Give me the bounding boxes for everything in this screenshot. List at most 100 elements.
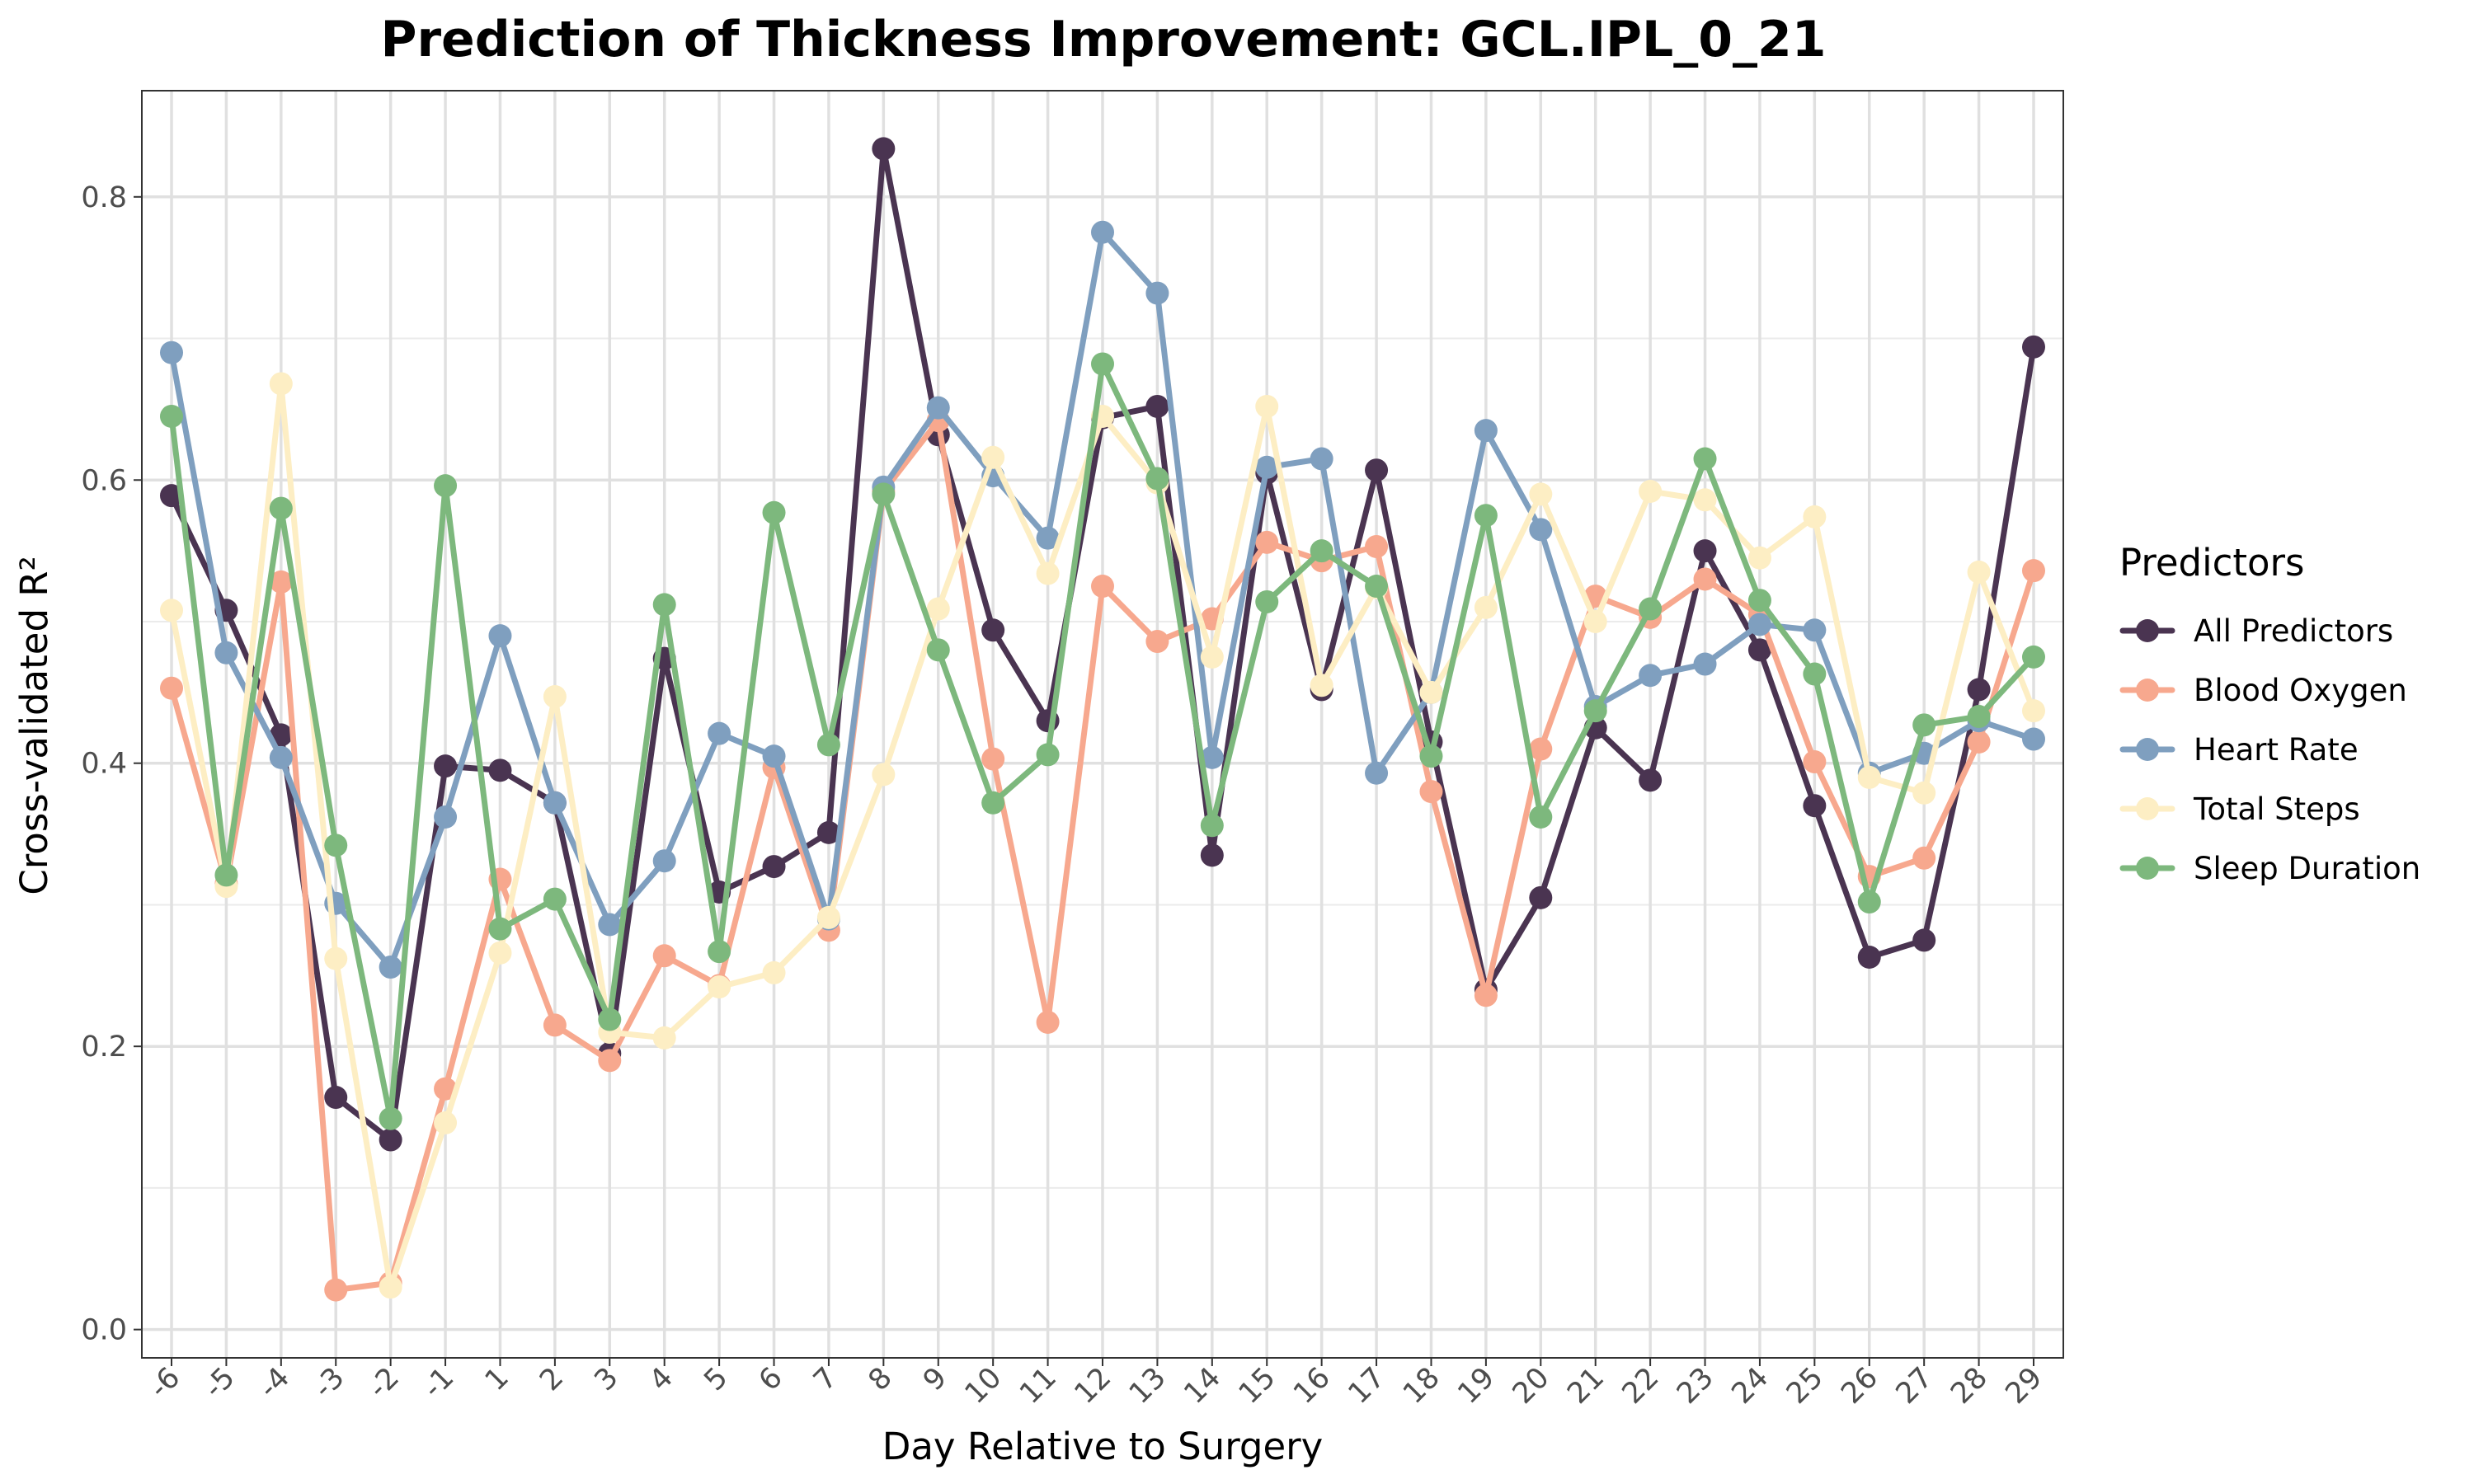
legend: Predictors All Predictors Blood Oxygen Hea… (2119, 541, 2420, 886)
y-tick-label: 0.2 (81, 1031, 127, 1064)
data-point (1145, 394, 1169, 418)
x-tick-label: 24 (1726, 1361, 1776, 1411)
data-point (1200, 745, 1224, 769)
data-point (1967, 705, 1991, 729)
data-point (1529, 805, 1553, 829)
series-sleep-duration (160, 352, 2045, 1130)
data-point (1529, 885, 1553, 909)
data-point (488, 941, 512, 965)
data-point (816, 820, 840, 844)
data-point (708, 940, 731, 964)
data-point (2022, 645, 2045, 669)
data-point (1145, 281, 1169, 305)
x-tick-label: 15 (1233, 1361, 1282, 1411)
data-point (1365, 534, 1389, 558)
data-point (488, 758, 512, 782)
data-point (1200, 843, 1224, 867)
data-point (598, 1049, 622, 1073)
data-point (762, 855, 786, 879)
data-point (1967, 730, 1991, 754)
data-point (434, 1077, 458, 1101)
data-point (1639, 768, 1663, 792)
data-point (1857, 945, 1881, 969)
data-point (1639, 597, 1663, 621)
series-layer (160, 137, 2045, 1302)
y-tick-label: 0.0 (81, 1314, 127, 1347)
data-point (1474, 595, 1498, 619)
data-point (652, 593, 676, 617)
data-point (1803, 505, 1827, 528)
data-point (324, 834, 348, 857)
data-point (269, 570, 293, 594)
data-point (652, 944, 676, 968)
x-tick-label: 16 (1287, 1361, 1337, 1411)
data-point (214, 863, 238, 887)
data-point (872, 137, 896, 161)
x-tick-label: 14 (1178, 1361, 1227, 1411)
data-point (1310, 539, 1333, 563)
x-tick-label: -1 (416, 1361, 460, 1405)
legend-label: Blood Oxygen (2194, 673, 2407, 708)
x-tick-label: -6 (143, 1361, 186, 1405)
legend-item-sleep-duration: Sleep Duration (2119, 851, 2420, 886)
data-point (1036, 526, 1060, 550)
data-point (872, 763, 896, 787)
legend-swatch-point (2136, 619, 2159, 642)
data-point (1365, 458, 1389, 482)
data-point (1474, 419, 1498, 443)
data-point (1255, 530, 1279, 554)
data-point (1145, 467, 1169, 491)
data-point (708, 721, 731, 745)
data-point (762, 500, 786, 524)
data-point (543, 685, 567, 709)
data-point (1200, 814, 1224, 838)
data-point (379, 1106, 402, 1130)
legend-label: Heart Rate (2194, 732, 2359, 768)
data-point (598, 1007, 622, 1031)
data-point (1747, 546, 1771, 570)
x-tick-label: 18 (1397, 1361, 1446, 1411)
data-point (1529, 482, 1553, 506)
x-tick-label: 17 (1343, 1361, 1392, 1411)
data-point (762, 960, 786, 984)
data-point (1693, 539, 1717, 563)
data-point (652, 1026, 676, 1050)
legend-item-blood-oxygen: Blood Oxygen (2119, 673, 2407, 708)
data-point (269, 496, 293, 520)
data-point (1693, 652, 1717, 676)
data-point (1967, 678, 1991, 702)
data-point (981, 445, 1005, 469)
data-point (1145, 630, 1169, 654)
data-point (1693, 447, 1717, 471)
x-tick-label: 21 (1561, 1361, 1611, 1411)
data-point (269, 372, 293, 396)
y-tick-label: 0.6 (81, 464, 127, 497)
data-point (926, 638, 950, 662)
data-point (816, 733, 840, 757)
data-point (1912, 928, 1936, 952)
data-point (1583, 609, 1607, 633)
x-tick-label: 23 (1671, 1361, 1720, 1411)
legend-swatch-point (2136, 857, 2159, 880)
data-point (1310, 674, 1333, 697)
data-point (981, 791, 1005, 815)
legend-swatch-point (2136, 679, 2159, 702)
x-tick-label: 19 (1451, 1361, 1501, 1411)
data-point (160, 599, 183, 622)
x-tick-label: 13 (1123, 1361, 1173, 1411)
chart-title: Prediction of Thickness Improvement: GCL… (380, 11, 1826, 68)
data-point (543, 887, 567, 911)
data-point (1803, 794, 1827, 818)
data-point (269, 745, 293, 769)
legend-item-all-predictors: All Predictors (2119, 613, 2393, 649)
legend-item-total-steps: Total Steps (2119, 791, 2360, 827)
y-tick-label: 0.4 (81, 748, 127, 781)
x-tick-label: 20 (1507, 1361, 1556, 1411)
data-point (1255, 589, 1279, 613)
data-point (816, 905, 840, 929)
x-tick-label: 1 (479, 1361, 515, 1397)
data-point (434, 805, 458, 829)
data-point (160, 676, 183, 700)
data-point (762, 744, 786, 768)
data-point (1747, 613, 1771, 636)
